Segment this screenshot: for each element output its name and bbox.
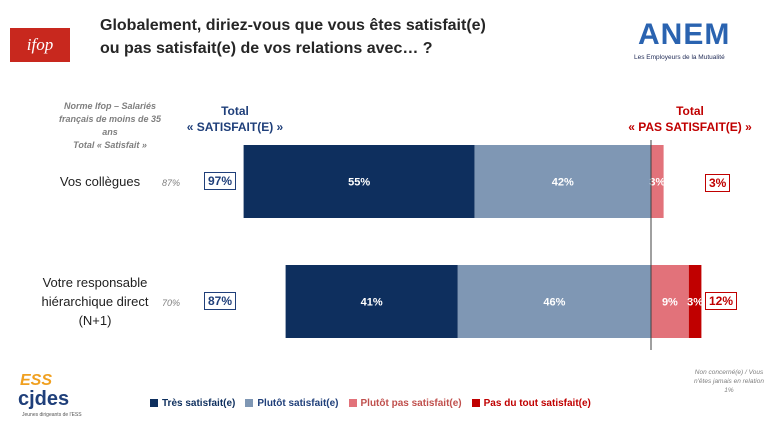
row-label-line: Votre responsable xyxy=(42,275,148,290)
norm-value-collegues: 87% xyxy=(162,178,181,188)
total-pas-satisfait-header-line-2: « PAS SATISFAIT(E) » xyxy=(628,120,752,134)
legend-label: Plutôt satisfait(e) xyxy=(257,397,339,409)
ess-logo-text: ESS xyxy=(20,372,53,389)
norm-header-line-1: Norme Ifop – Salariés xyxy=(63,101,157,111)
bar-value-label: 42% xyxy=(552,177,574,189)
total-pas-satisfait-header: Total « PAS SATISFAIT(E) » xyxy=(610,103,768,135)
row-label-collegues: Vos collègues xyxy=(30,172,170,191)
cjdes-logo: ESS cjdes Jeunes dirigeants de l'ESS xyxy=(14,372,84,422)
bar-segment xyxy=(651,265,689,338)
row-label-line: Vos collègues xyxy=(59,174,141,189)
chart-title: Globalement, diriez-vous que vous êtes s… xyxy=(100,14,620,60)
legend-swatch xyxy=(150,399,158,407)
legend-swatch xyxy=(348,399,357,407)
row-label-responsable: Votre responsable hiérarchique direct (N… xyxy=(20,273,170,330)
legend-item-tres-satisfait: Très satisfait(e) xyxy=(150,395,235,411)
row-label-line: (N+1) xyxy=(78,313,112,328)
bar-value-label: 41% xyxy=(361,297,383,309)
legend-label: Très satisfait(e) xyxy=(162,397,236,409)
total-pas-satisfait-collegues: 3% xyxy=(705,174,731,192)
anem-logo-text: ANEM xyxy=(638,18,731,51)
total-satisfait-header: Total « SATISFAIT(E) » xyxy=(165,103,305,135)
cjdes-logo-subtitle: Jeunes dirigeants de l'ESS xyxy=(22,412,82,418)
legend-label: Plutôt pas satisfait(e) xyxy=(360,397,462,409)
norm-header-line-4: Total « Satisfait » xyxy=(73,140,147,150)
legend-item-plutot-pas-satisfait: Plutôt pas satisfait(e) xyxy=(348,395,462,411)
bar-value-label: 3% xyxy=(649,177,665,189)
total-pas-satisfait-responsable: 12% xyxy=(705,292,738,310)
bar-value-label: 3% xyxy=(687,297,703,309)
legend-item-pas-du-tout-satisfait: Pas du tout satisfait(e) xyxy=(471,395,591,411)
total-satisfait-responsable: 87% xyxy=(204,292,237,310)
bar-value-label: 9% xyxy=(662,297,678,309)
anem-logo-subtitle: Les Employeurs de la Mutualité xyxy=(634,54,725,61)
footnote-non-concerne: Non concerné(e) / Vous n'êtes jamais en … xyxy=(694,369,764,394)
legend-item-plutot-satisfait: Plutôt satisfait(e) xyxy=(245,395,339,411)
norm-value-responsable: 70% xyxy=(162,298,181,308)
bar-value-label: 55% xyxy=(348,177,370,189)
norm-header-line-3: ans xyxy=(102,127,118,137)
bar-segment xyxy=(651,145,664,218)
bar-segment xyxy=(457,265,651,338)
legend: Très satisfait(e) Plutôt satisfait(e) Pl… xyxy=(150,395,591,411)
bar-segment xyxy=(688,265,702,338)
total-satisfait-header-line-2: « SATISFAIT(E) » xyxy=(186,120,284,134)
total-satisfait-header-line-1: Total xyxy=(221,104,249,118)
bar-value-label: 46% xyxy=(543,297,565,309)
bar-segment xyxy=(243,145,475,218)
bar-segment xyxy=(285,265,458,338)
cjdes-logo-text: cjdes xyxy=(18,388,70,410)
legend-swatch xyxy=(471,399,480,407)
norm-header: Norme Ifop – Salariés français de moins … xyxy=(30,100,190,152)
bar-segment xyxy=(474,145,651,218)
row-label-line: hiérarchique direct xyxy=(41,294,149,309)
anem-logo: ANEM Les Employeurs de la Mutualité xyxy=(628,18,748,70)
ifop-logo: ifop xyxy=(10,28,70,62)
total-satisfait-collegues: 97% xyxy=(204,172,237,190)
title-line-2: ou pas satisfait(e) de vos relations ave… xyxy=(100,40,433,57)
total-pas-satisfait-header-line-1: Total xyxy=(676,104,704,118)
norm-header-line-2: français de moins de 35 xyxy=(58,114,162,124)
legend-swatch xyxy=(245,399,254,407)
title-line-1: Globalement, diriez-vous que vous êtes s… xyxy=(100,17,486,34)
legend-label: Pas du tout satisfait(e) xyxy=(483,397,591,409)
